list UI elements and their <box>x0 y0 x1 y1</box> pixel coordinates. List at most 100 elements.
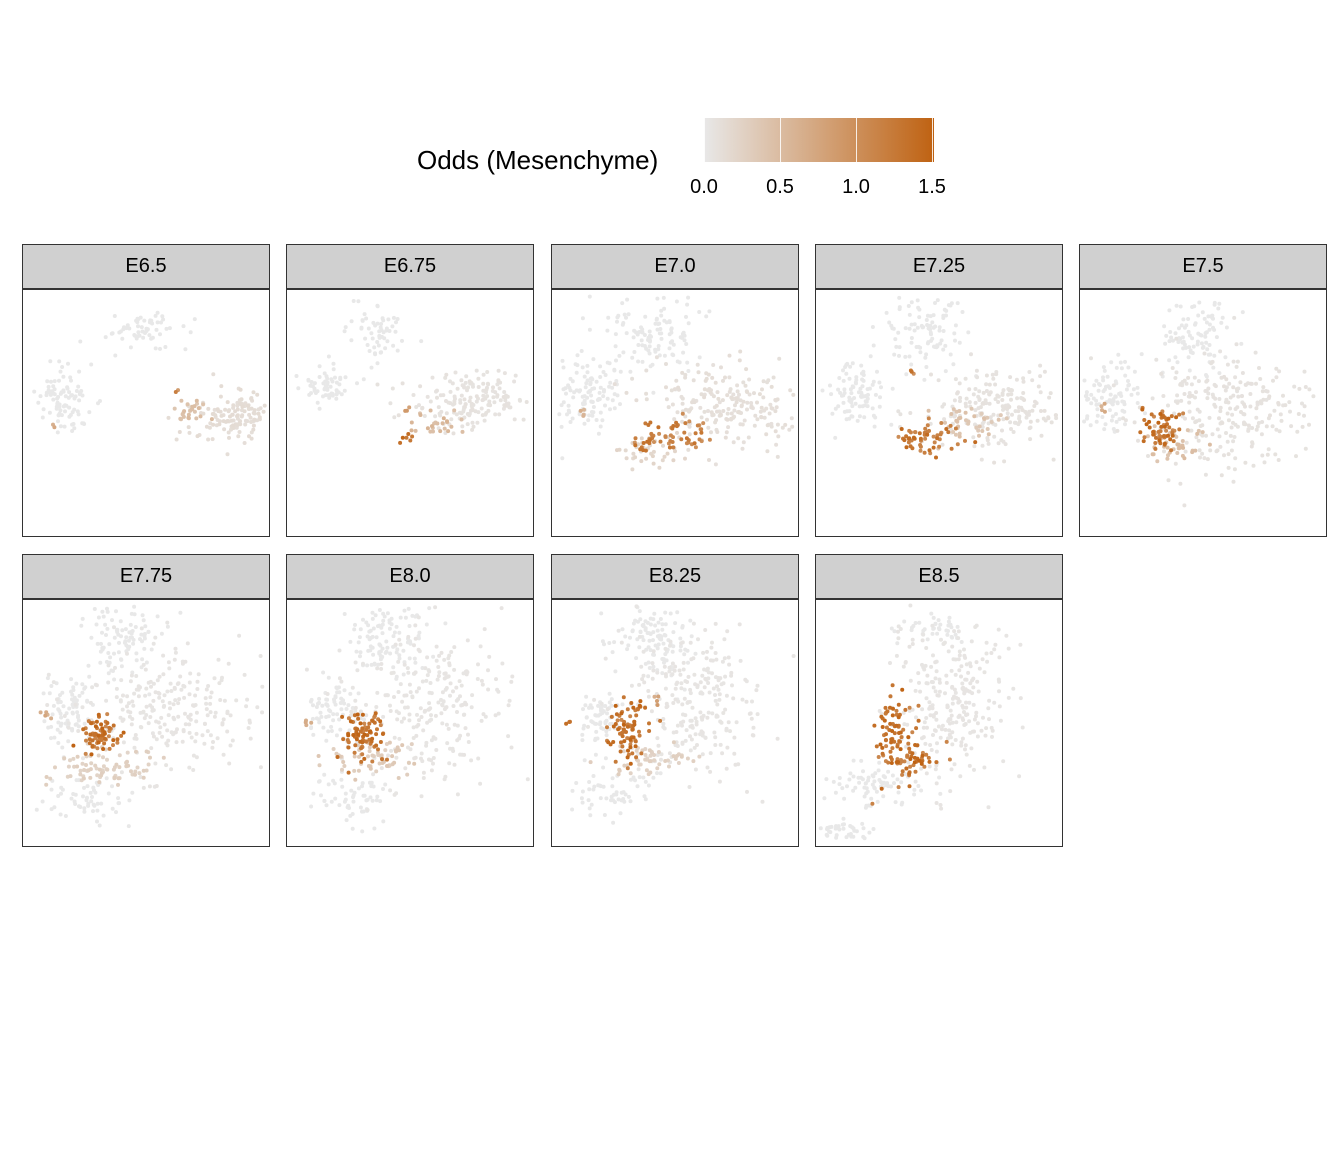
cell-point <box>749 716 754 721</box>
cell-point <box>1009 427 1013 431</box>
cell-point <box>1091 396 1096 401</box>
cell-point <box>652 611 657 616</box>
cell-point <box>462 752 467 757</box>
cell-point <box>661 295 666 300</box>
cell-point <box>874 789 879 794</box>
cell-point <box>378 740 383 744</box>
cell-point <box>105 721 110 725</box>
cell-point <box>955 442 960 447</box>
cell-point <box>694 722 699 727</box>
cell-point <box>443 671 448 676</box>
cell-point <box>918 350 923 355</box>
cell-point <box>841 400 846 405</box>
cell-point <box>499 606 504 611</box>
cell-point <box>470 693 475 698</box>
cell-point <box>1109 360 1114 365</box>
cell-point <box>165 620 170 625</box>
cell-point <box>586 724 590 729</box>
cell-point <box>973 440 978 445</box>
cell-point <box>625 297 630 302</box>
cell-point <box>234 698 239 703</box>
cell-point <box>647 638 652 643</box>
cell-point <box>877 709 882 713</box>
cell-point <box>332 781 337 786</box>
cell-point <box>659 637 664 642</box>
cell-point <box>1274 375 1279 380</box>
cell-point <box>1142 418 1147 422</box>
cell-point <box>1007 405 1012 409</box>
cell-point <box>125 323 130 328</box>
cell-point <box>444 372 449 377</box>
cell-point <box>1283 403 1288 408</box>
cell-point <box>692 745 697 750</box>
cell-point <box>575 363 580 368</box>
cell-point <box>353 705 358 710</box>
cell-point <box>388 651 393 656</box>
cell-point <box>958 774 963 779</box>
cell-point <box>973 387 978 391</box>
cell-point <box>476 756 481 761</box>
cell-point <box>331 747 336 751</box>
cell-point <box>63 394 68 399</box>
cell-point <box>191 703 196 708</box>
cell-point <box>727 389 732 394</box>
cell-point <box>50 712 55 717</box>
cell-point <box>675 610 680 615</box>
cell-point <box>716 396 721 401</box>
cell-point <box>861 373 866 377</box>
cell-point <box>946 619 951 624</box>
cell-point <box>646 689 651 693</box>
cell-point <box>605 707 610 712</box>
cell-point <box>1228 406 1233 411</box>
cell-point <box>859 392 864 397</box>
cell-point <box>619 740 623 745</box>
cell-point <box>497 412 502 417</box>
facet-strip-label: E7.25 <box>815 244 1063 289</box>
cell-point <box>566 403 571 408</box>
cell-point <box>319 714 324 719</box>
cell-point <box>1030 378 1035 383</box>
cell-point <box>237 633 242 638</box>
cell-point <box>688 748 693 753</box>
cell-point <box>721 681 726 686</box>
cell-point <box>63 409 67 414</box>
cell-point <box>427 757 431 762</box>
cell-point <box>896 330 901 335</box>
cell-point <box>1115 400 1120 405</box>
cell-point <box>909 300 914 305</box>
cell-point <box>247 718 252 723</box>
cell-point <box>840 822 845 827</box>
cell-point <box>698 405 703 410</box>
cell-point <box>742 418 747 423</box>
cell-point <box>581 707 585 712</box>
cell-point <box>1027 409 1032 414</box>
cell-point <box>521 417 526 422</box>
cell-point <box>88 775 93 780</box>
cell-point <box>1132 369 1137 374</box>
cell-point <box>1217 434 1222 439</box>
cell-point <box>93 736 98 741</box>
cell-point <box>727 375 732 380</box>
cell-point <box>47 410 52 415</box>
cell-point <box>1217 416 1221 421</box>
cell-point <box>929 372 933 377</box>
cell-point <box>95 746 100 751</box>
cell-point <box>608 380 613 385</box>
cell-point <box>134 674 139 678</box>
legend-tick-label: 0.5 <box>766 176 794 198</box>
cell-point <box>135 765 140 770</box>
cell-point <box>703 676 708 681</box>
cell-point <box>1204 330 1209 335</box>
cell-point <box>119 657 124 662</box>
cell-point <box>589 719 594 724</box>
cell-point <box>901 664 906 669</box>
cell-point <box>160 314 165 319</box>
cell-point <box>406 745 410 750</box>
cell-point <box>348 691 353 696</box>
cell-point <box>1223 388 1228 393</box>
cell-point <box>77 398 82 403</box>
cell-point <box>918 448 923 453</box>
cell-point <box>377 608 382 612</box>
cell-point <box>975 375 980 380</box>
cell-point <box>585 378 590 383</box>
